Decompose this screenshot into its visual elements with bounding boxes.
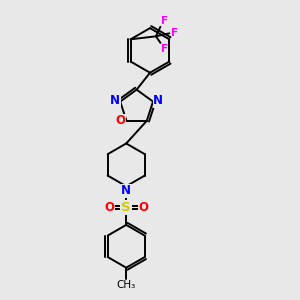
Text: F: F: [161, 44, 168, 54]
Text: O: O: [116, 114, 125, 127]
Text: O: O: [104, 201, 114, 214]
Text: O: O: [139, 201, 148, 214]
Text: N: N: [110, 94, 120, 107]
Text: F: F: [161, 16, 168, 26]
Text: N: N: [121, 184, 131, 197]
Text: F: F: [170, 28, 178, 38]
Text: CH₃: CH₃: [117, 280, 136, 290]
Text: N: N: [153, 94, 164, 107]
Text: S: S: [122, 201, 131, 214]
